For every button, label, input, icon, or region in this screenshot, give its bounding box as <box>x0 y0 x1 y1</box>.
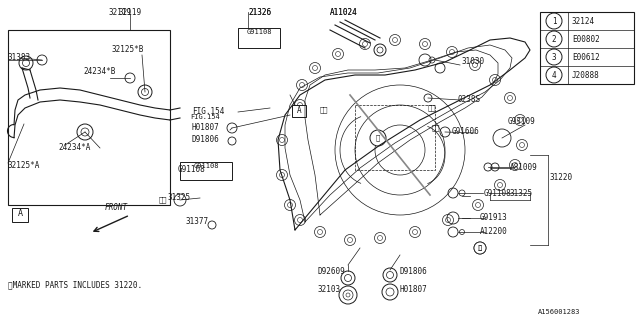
Text: A81009: A81009 <box>510 164 538 172</box>
Text: ※②: ※② <box>159 197 167 203</box>
Text: ※①: ※① <box>320 107 328 113</box>
Circle shape <box>474 242 486 254</box>
Text: FIG.154: FIG.154 <box>190 114 220 120</box>
Text: 31325: 31325 <box>510 189 533 198</box>
Bar <box>180 162 232 180</box>
Text: FIG.154: FIG.154 <box>192 108 225 116</box>
Text: 32125*B: 32125*B <box>112 45 145 54</box>
Text: J20888: J20888 <box>572 70 600 79</box>
Text: G93109: G93109 <box>508 117 536 126</box>
Text: E00802: E00802 <box>572 35 600 44</box>
Text: G91108: G91108 <box>193 163 219 169</box>
Text: 3: 3 <box>552 52 556 61</box>
Bar <box>355 105 435 170</box>
Circle shape <box>474 242 486 254</box>
Text: ④: ④ <box>376 135 380 141</box>
Text: A11024: A11024 <box>330 8 358 17</box>
Text: D92609: D92609 <box>318 268 346 276</box>
Text: ②: ② <box>478 245 482 251</box>
Text: A156001283: A156001283 <box>538 309 580 315</box>
Text: 31383: 31383 <box>8 53 31 62</box>
Text: 0238S: 0238S <box>458 95 481 105</box>
Text: 32124: 32124 <box>572 17 595 26</box>
Text: A: A <box>297 106 301 115</box>
Bar <box>292 105 306 117</box>
Text: 32103: 32103 <box>318 285 341 294</box>
Bar <box>12 208 28 222</box>
Bar <box>8 30 170 205</box>
Text: ※③: ※③ <box>432 125 440 131</box>
Text: 21326: 21326 <box>248 8 271 17</box>
Text: 24234*A: 24234*A <box>58 142 90 151</box>
Text: G91913: G91913 <box>480 213 508 222</box>
Text: 31030: 31030 <box>462 58 485 67</box>
Text: D91806: D91806 <box>400 268 428 276</box>
Text: 32119: 32119 <box>108 8 132 17</box>
Text: A11024: A11024 <box>330 8 358 17</box>
Circle shape <box>546 13 562 29</box>
Text: G91108: G91108 <box>484 188 512 197</box>
Text: ※③: ※③ <box>428 105 436 111</box>
Text: 24234*B: 24234*B <box>83 68 115 76</box>
Bar <box>540 12 634 84</box>
Text: H01807: H01807 <box>192 123 220 132</box>
Text: E00612: E00612 <box>572 52 600 61</box>
Circle shape <box>546 49 562 65</box>
Circle shape <box>370 130 386 146</box>
Text: ※MARKED PARTS INCLUDES 31220.: ※MARKED PARTS INCLUDES 31220. <box>8 281 142 290</box>
Text: 31377: 31377 <box>186 218 209 227</box>
Text: 1: 1 <box>552 17 556 26</box>
Text: FRONT: FRONT <box>105 203 128 212</box>
Text: 4: 4 <box>552 70 556 79</box>
Text: 32125*A: 32125*A <box>8 161 40 170</box>
Circle shape <box>546 67 562 83</box>
Text: 2: 2 <box>552 35 556 44</box>
Text: G91108: G91108 <box>178 165 205 174</box>
Text: D91806: D91806 <box>192 135 220 145</box>
Text: H01807: H01807 <box>400 285 428 294</box>
Text: A12200: A12200 <box>480 228 508 236</box>
Text: ②: ② <box>478 245 482 251</box>
Text: 32119: 32119 <box>118 8 141 17</box>
Text: 31325: 31325 <box>168 193 191 202</box>
Text: 31220: 31220 <box>550 173 573 182</box>
Text: G91606: G91606 <box>452 127 480 137</box>
Text: 21326: 21326 <box>248 8 271 17</box>
Text: G91108: G91108 <box>246 29 272 35</box>
Bar <box>238 28 280 48</box>
Text: A: A <box>17 210 22 219</box>
Circle shape <box>546 31 562 47</box>
